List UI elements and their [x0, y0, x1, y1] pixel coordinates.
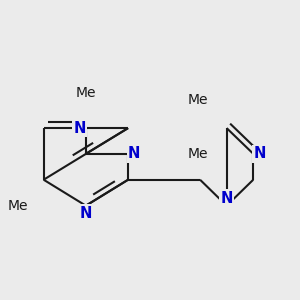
Text: N: N [80, 206, 92, 221]
Text: N: N [220, 191, 233, 206]
Text: N: N [128, 146, 140, 161]
Text: Me: Me [8, 199, 28, 213]
Text: Me: Me [188, 93, 208, 107]
Text: N: N [253, 146, 266, 161]
Text: Me: Me [188, 147, 208, 161]
Text: N: N [74, 121, 86, 136]
Text: Me: Me [76, 86, 96, 100]
